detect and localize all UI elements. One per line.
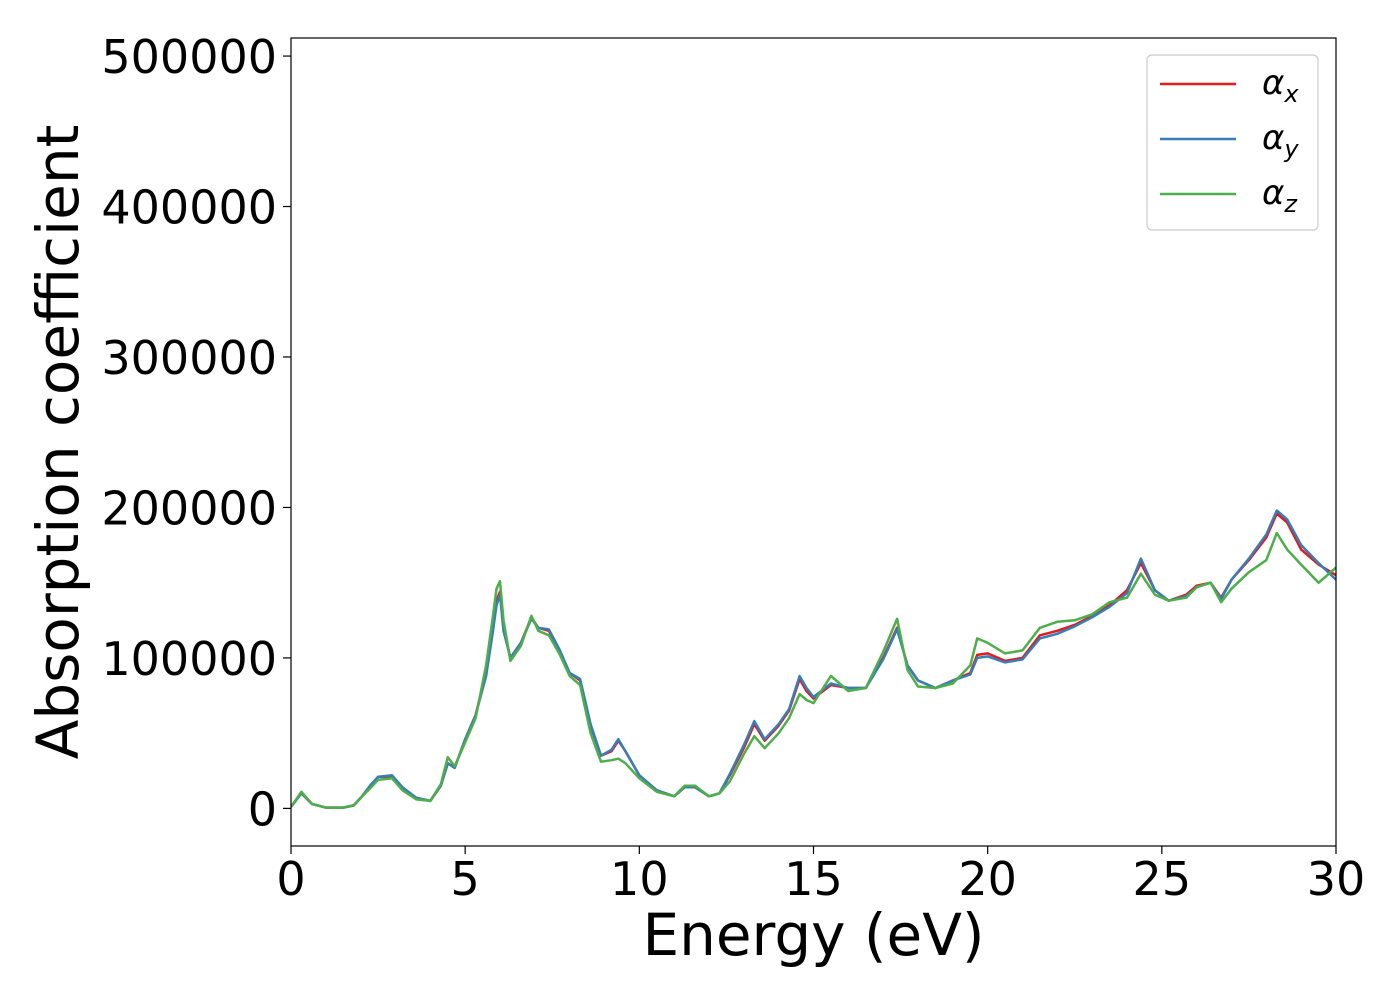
x-tick-label: 5 xyxy=(451,852,480,906)
y-axis-title: Absorption coefficient xyxy=(24,125,92,760)
x-tick-label: 30 xyxy=(1307,852,1366,906)
y-axis-ticks: 0 100000 200000 300000 400000 500000 xyxy=(101,30,291,836)
y-tick-label: 0 xyxy=(248,782,277,836)
x-tick-label: 0 xyxy=(276,852,305,906)
legend-box xyxy=(1146,54,1319,231)
legend-entry-z: αz xyxy=(1262,173,1298,218)
x-tick-label: 10 xyxy=(610,852,669,906)
plot-area xyxy=(291,509,1336,809)
x-axis-ticks: 0 5 10 15 20 25 30 xyxy=(276,846,1365,906)
plot-frame xyxy=(290,37,1337,847)
series-line-z xyxy=(291,531,1336,809)
y-tick-label: 100000 xyxy=(101,632,277,686)
x-tick-label: 15 xyxy=(784,852,843,906)
legend: αx αy αz xyxy=(1146,54,1319,231)
y-tick-label: 200000 xyxy=(101,481,277,535)
y-tick-label: 300000 xyxy=(101,331,277,385)
series-line-y xyxy=(291,509,1336,809)
legend-entry-x: αx xyxy=(1262,63,1299,108)
x-axis-title: Energy (eV) xyxy=(642,901,984,969)
y-tick-label: 400000 xyxy=(101,181,277,235)
x-tick-label: 20 xyxy=(958,852,1017,906)
x-tick-label: 25 xyxy=(1133,852,1192,906)
y-tick-label: 500000 xyxy=(101,30,277,84)
legend-entry-y: αy xyxy=(1262,118,1299,163)
